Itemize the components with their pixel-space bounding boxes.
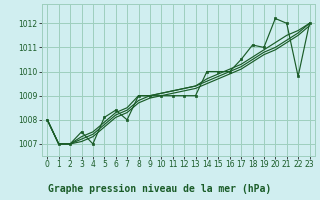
Text: Graphe pression niveau de la mer (hPa): Graphe pression niveau de la mer (hPa) [48,184,272,194]
